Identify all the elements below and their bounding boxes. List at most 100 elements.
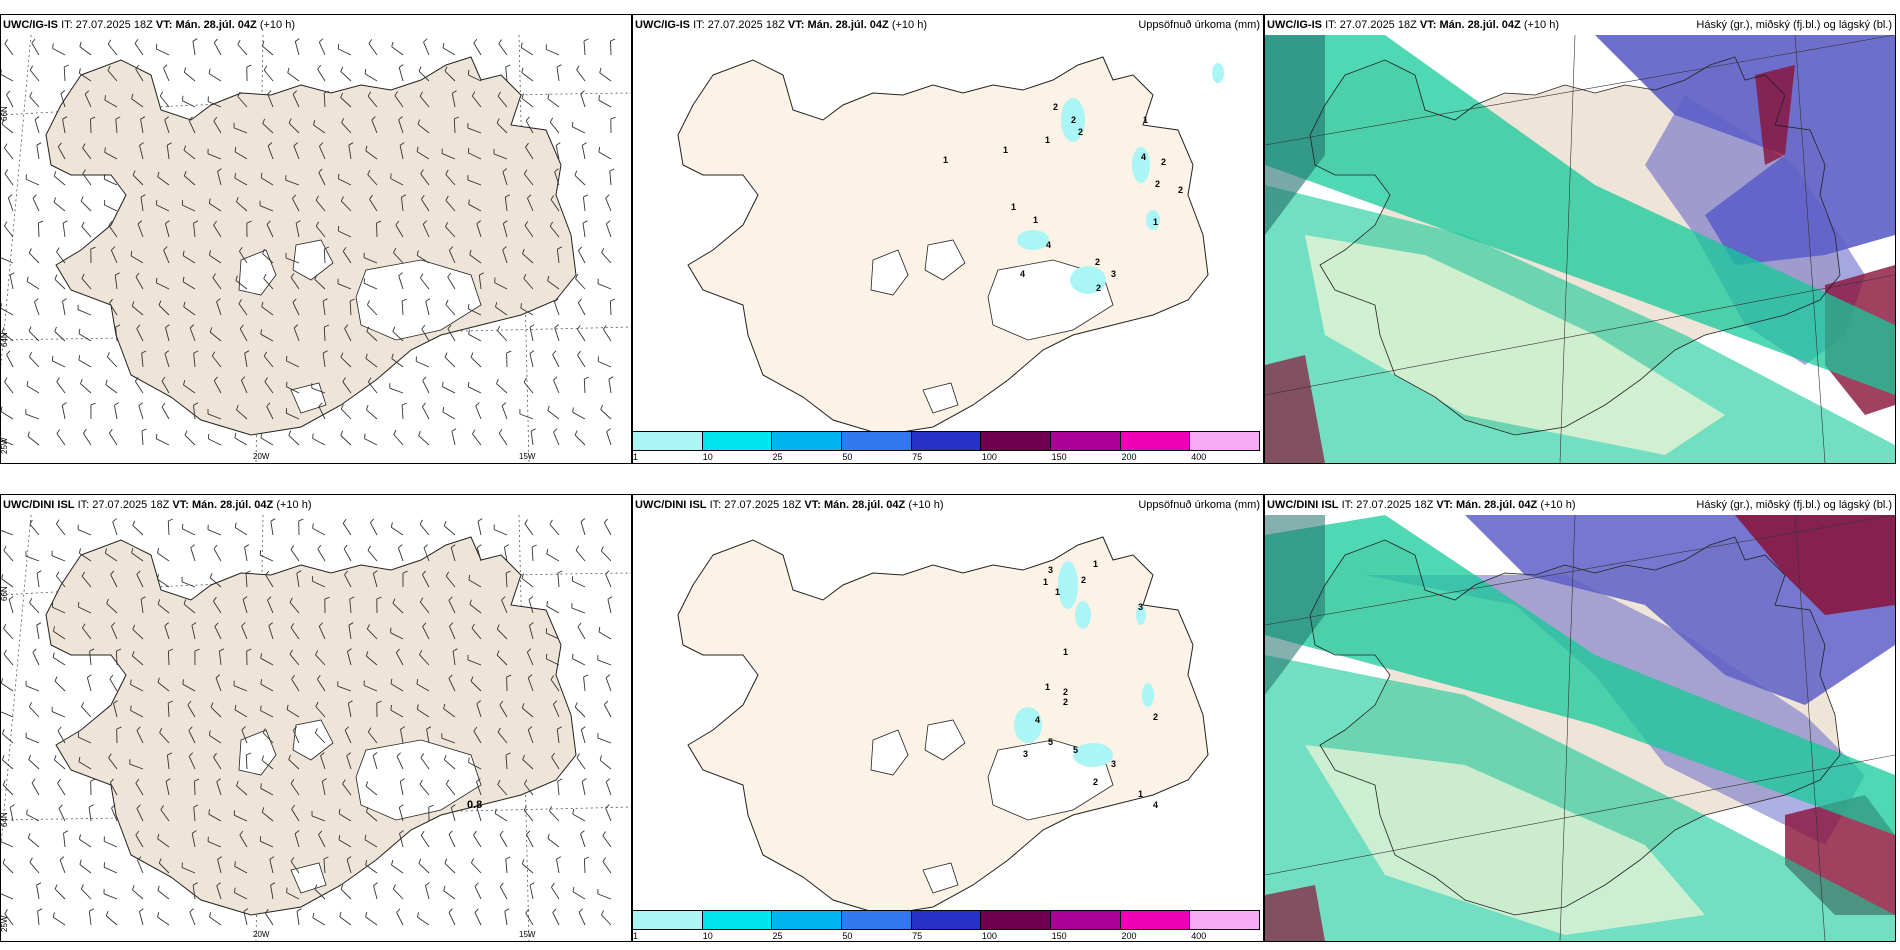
wind-barb [208, 813, 222, 822]
wind-barb-flag [137, 220, 143, 225]
wind-barb [468, 308, 482, 316]
wind-barb [392, 331, 404, 342]
wind-barb [88, 911, 92, 926]
wind-barb [337, 283, 352, 290]
wind-barb-flag [80, 378, 83, 384]
wind-barb [208, 438, 222, 446]
wind-barb-flag [208, 730, 211, 736]
wind-barb-flag [572, 653, 574, 659]
wind-barb [259, 205, 274, 212]
wind-barb [265, 574, 274, 588]
wind-barb [134, 381, 144, 394]
wind-barb-flag [216, 882, 221, 887]
wind-barb [597, 283, 612, 290]
wind-barb [62, 223, 66, 238]
wind-barb-flag [208, 198, 211, 204]
wind-barb [441, 737, 456, 744]
wind-barb [395, 224, 404, 238]
wind-barb-flag [318, 622, 324, 627]
wind-barb [605, 807, 612, 822]
wind-barb-flag [529, 350, 535, 354]
wind-barb-flag [246, 648, 252, 652]
wind-barb [25, 737, 40, 744]
wind-barb [583, 40, 586, 56]
wind-barb-flag [115, 116, 121, 120]
wind-barb [499, 704, 508, 718]
wind-barb [132, 629, 144, 640]
wind-barb [340, 408, 352, 420]
wind-barb [137, 859, 144, 874]
wind-barb [313, 124, 326, 134]
wind-barb [136, 574, 144, 588]
wind-barb [448, 834, 456, 848]
wind-barb [193, 223, 196, 238]
wind-barb [181, 867, 196, 874]
wind-barb [318, 146, 326, 160]
wind-barb [398, 119, 404, 134]
wind-barb [81, 706, 92, 718]
wind-barb [32, 652, 40, 666]
wind-barb-flag [168, 700, 173, 704]
wind-barb [238, 303, 248, 316]
wind-barb [450, 547, 456, 562]
wind-barb-flag [187, 700, 192, 706]
wind-barb [295, 223, 300, 238]
wind-barb [209, 916, 222, 926]
wind-barb [29, 706, 40, 718]
wind-barb [398, 807, 404, 822]
wind-barb-flag [523, 805, 527, 811]
lon-label-15w: 15W [519, 452, 536, 461]
wind-barb [138, 405, 144, 420]
wind-barb [372, 573, 378, 588]
wind-barb [598, 360, 612, 368]
wind-barb-flag [1, 327, 5, 333]
precip-legend-bottom [632, 910, 1260, 930]
wind-barb [315, 706, 326, 718]
wind-barb [1, 711, 14, 718]
wind-barb [244, 353, 248, 368]
wind-barb [501, 599, 508, 614]
wind-barb-flag [318, 830, 323, 835]
wind-barb-flag [263, 273, 267, 279]
wind-barb-flag [26, 276, 29, 282]
wind-barb-flag [505, 752, 511, 756]
wind-barb [31, 782, 40, 796]
wind-barb [63, 66, 66, 82]
wind-barb [29, 356, 40, 368]
wind-barb [260, 177, 274, 186]
wind-barb [293, 145, 300, 160]
wind-barb-flag [317, 674, 321, 680]
wind-barb [366, 628, 378, 640]
wind-barb-flag [448, 830, 453, 835]
wind-barb-flag [167, 752, 173, 756]
wind-barb-flag [371, 116, 376, 121]
wind-barb-flag [315, 650, 319, 655]
wind-barb [366, 811, 378, 822]
wind-barb [364, 73, 378, 82]
wind-barb-flag [296, 570, 302, 574]
wind-barb-flag [346, 752, 351, 757]
wind-barb-flag [1, 119, 5, 125]
wind-barb [338, 813, 352, 822]
wind-barb-flag [266, 402, 271, 407]
wind-barb-flag [473, 830, 477, 836]
wind-barb [577, 354, 586, 368]
wind-barb [213, 42, 222, 56]
wind-barb-flag [262, 118, 266, 124]
wind-barb-flag [610, 38, 616, 42]
wind-barb-flag [342, 377, 346, 382]
wind-barb [557, 781, 560, 796]
wind-barb [292, 302, 300, 316]
wind-barb-flag [475, 402, 480, 407]
wind-barb [525, 146, 534, 160]
wind-barb-flag [469, 599, 472, 605]
wind-barb-flag [28, 702, 33, 707]
wind-barb [130, 255, 144, 264]
wind-barb [157, 603, 170, 614]
wind-barb-flag [90, 778, 96, 782]
wind-barb-flag [84, 90, 90, 95]
wind-barb-flag [526, 648, 532, 653]
wind-barb-flag [390, 678, 393, 684]
wind-barb [445, 174, 456, 186]
wind-barb-flag [189, 908, 194, 913]
